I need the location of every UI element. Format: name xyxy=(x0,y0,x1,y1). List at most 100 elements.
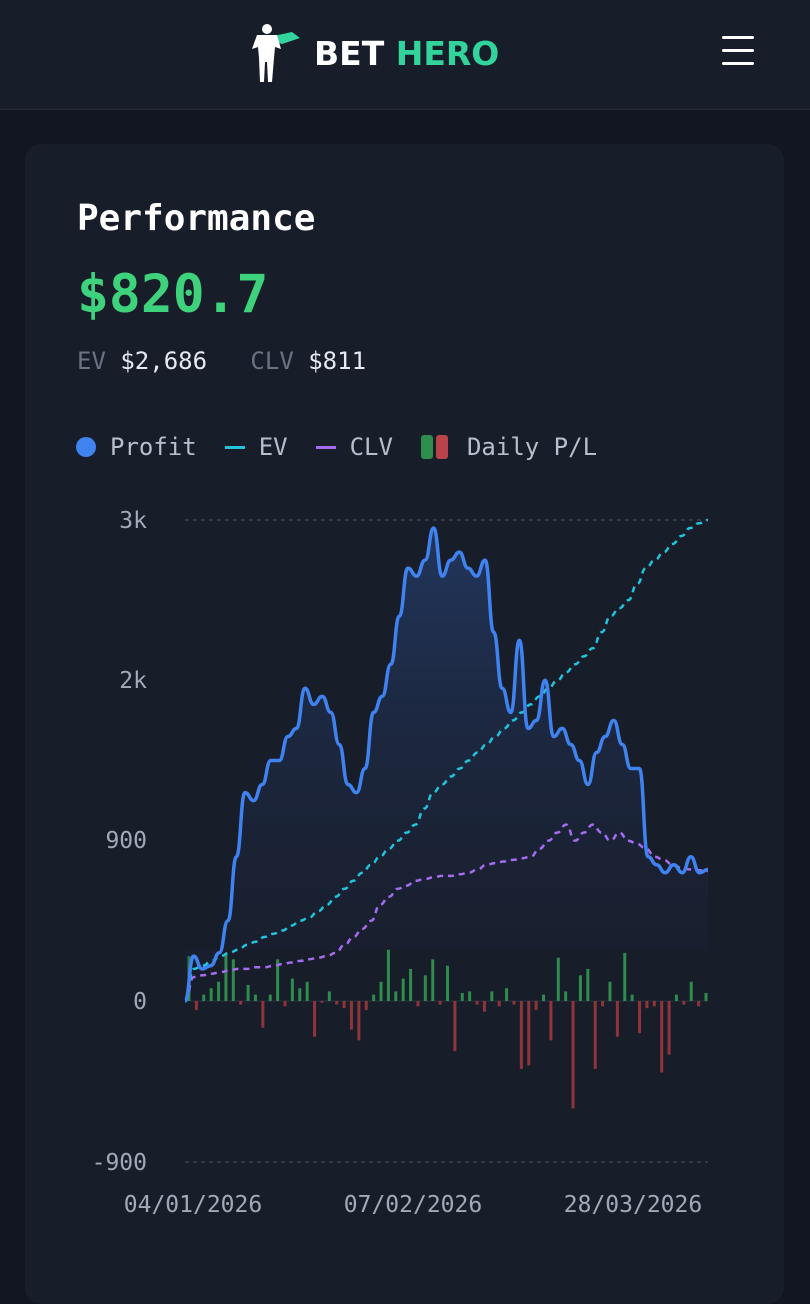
daily-pl-bar xyxy=(446,965,449,1001)
daily-pl-bar xyxy=(534,1001,538,1010)
daily-pl-bar xyxy=(593,1001,597,1069)
legend-profit-label: Profit xyxy=(110,433,197,461)
daily-pl-bar xyxy=(394,991,398,1001)
card-title: Performance xyxy=(77,198,316,239)
daily-pl-bar xyxy=(638,1001,642,1034)
daily-pl-bar xyxy=(527,1001,531,1066)
daily-pl-bar xyxy=(372,994,376,1001)
daily-pl-bar xyxy=(674,994,678,1001)
daily-pl-bar xyxy=(623,952,627,1001)
daily-pl-bar xyxy=(608,981,612,1001)
x-tick-label: 28/03/2026 xyxy=(564,1192,702,1218)
y-tick-label: -900 xyxy=(92,1150,147,1176)
top-bar: BET HERO xyxy=(0,0,810,110)
daily-pl-bar xyxy=(615,1001,619,1037)
y-tick-label: 0 xyxy=(133,989,147,1015)
daily-pl-bar xyxy=(505,988,509,1001)
daily-pl-bar xyxy=(313,1001,317,1037)
ev-value: $2,686 xyxy=(120,347,208,375)
clv-value: $811 xyxy=(308,347,367,375)
daily-pl-bar xyxy=(564,991,568,1001)
hamburger-icon[interactable] xyxy=(718,36,758,66)
daily-pl-bar xyxy=(231,959,235,1001)
daily-pl-bar xyxy=(682,1001,686,1005)
daily-pl-bar xyxy=(512,1001,516,1005)
daily-pl-bar xyxy=(268,994,272,1001)
daily-pl-bar xyxy=(305,981,309,1001)
daily-pl-bar xyxy=(342,1001,346,1009)
daily-pl-bar xyxy=(667,1001,671,1055)
daily-pl-bar xyxy=(357,1001,361,1041)
daily-pl-bar xyxy=(460,992,464,1001)
daily-pl-bar xyxy=(253,994,257,1001)
daily-pl-bar xyxy=(386,949,390,1001)
daily-pl-bar xyxy=(438,1001,442,1005)
daily-pl-bar xyxy=(416,1001,420,1007)
daily-pl-bar xyxy=(660,1001,664,1073)
legend-daily-pl-label: Daily P/L xyxy=(466,433,598,461)
legend-item-profit[interactable]: Profit xyxy=(76,433,197,461)
daily-pl-bar xyxy=(519,1001,523,1069)
daily-pl-bar xyxy=(475,1001,479,1005)
daily-pl-bar xyxy=(549,1001,553,1041)
daily-pl-bar xyxy=(335,1001,339,1005)
daily-pl-bar xyxy=(364,1001,368,1010)
metrics-row: EV $2,686 CLV $811 xyxy=(77,347,366,375)
daily-pl-bar xyxy=(349,1001,353,1030)
y-tick-label: 2k xyxy=(119,668,147,694)
brand-word-hero: HERO xyxy=(395,33,500,73)
profit-area xyxy=(185,528,708,1001)
legend-clv-label: CLV xyxy=(349,433,393,461)
brand-logo[interactable]: BET HERO xyxy=(248,22,499,84)
daily-pl-bar xyxy=(571,1001,575,1109)
daily-pl-bar xyxy=(645,1001,649,1009)
daily-pl-bar xyxy=(453,1001,457,1052)
legend-item-daily-pl[interactable]: Daily P/L xyxy=(420,433,598,461)
y-tick-label: 900 xyxy=(105,828,147,854)
ev-label: EV xyxy=(77,347,106,375)
daily-pl-bar xyxy=(202,994,206,1001)
daily-pl-bar xyxy=(298,988,302,1001)
y-tick-label: 3k xyxy=(119,508,147,534)
clv-label: CLV xyxy=(250,347,294,375)
daily-pl-bar xyxy=(689,981,693,1001)
x-tick-label: 04/01/2026 xyxy=(124,1192,262,1218)
daily-pl-bar xyxy=(482,1001,486,1012)
daily-pl-bar xyxy=(401,978,405,1001)
daily-pl-bar xyxy=(431,959,435,1001)
profit-line xyxy=(183,526,709,1003)
daily-pl-bar xyxy=(246,984,250,1001)
legend-profit-swatch xyxy=(76,437,96,457)
daily-pl-bar xyxy=(704,992,708,1001)
profit-value: $820.7 xyxy=(77,264,269,325)
daily-pl-bar xyxy=(423,975,427,1001)
daily-pl-bar xyxy=(542,994,546,1001)
daily-pl-bar xyxy=(630,994,634,1001)
hero-icon xyxy=(252,24,300,82)
chart-legend: Profit EV CLV Daily P/L xyxy=(76,430,625,464)
daily-pl-bar xyxy=(276,959,280,1001)
daily-pl-bar xyxy=(239,1001,243,1005)
daily-pl-bar xyxy=(468,991,472,1001)
daily-pl-bar xyxy=(697,1001,701,1007)
daily-pl-bar xyxy=(327,991,331,1001)
legend-item-ev[interactable]: EV xyxy=(224,433,288,461)
brand-word-bet: BET xyxy=(314,33,385,73)
daily-pl-bar xyxy=(261,1001,265,1028)
daily-pl-bar xyxy=(194,1001,198,1010)
daily-pl-bar xyxy=(652,1001,656,1007)
daily-pl-bar xyxy=(379,981,383,1001)
daily-pl-bar xyxy=(320,1001,324,1003)
daily-pl-bar xyxy=(601,1001,605,1007)
daily-pl-bar xyxy=(556,957,560,1001)
daily-pl-bar xyxy=(578,975,582,1001)
daily-pl-bar xyxy=(209,988,213,1001)
legend-ev-label: EV xyxy=(258,433,288,461)
daily-pl-bar xyxy=(217,981,221,1001)
daily-pl-bar xyxy=(283,1001,287,1007)
legend-item-clv[interactable]: CLV xyxy=(315,433,393,461)
legend-clv-swatch xyxy=(315,445,336,449)
legend-ev-swatch xyxy=(224,445,245,449)
daily-pl-bar xyxy=(290,978,294,1001)
